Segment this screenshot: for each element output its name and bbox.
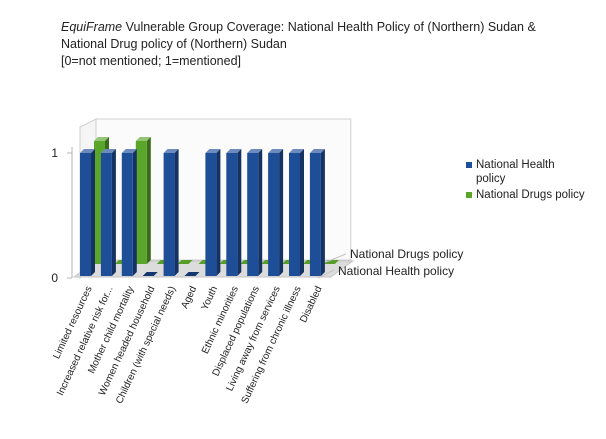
bar-drugs-0-top <box>94 137 109 141</box>
bar-health-11-side <box>320 149 325 276</box>
bar-health-6 <box>205 153 217 276</box>
legend: National Health policy National Drugs po… <box>466 158 586 204</box>
depth-label-health: National Health policy <box>338 264 454 278</box>
title-line3: [0=not mentioned; 1=mentioned] <box>61 54 241 68</box>
bar-health-2-top <box>121 149 137 153</box>
bar-health-7-side <box>237 149 242 276</box>
bar-health-1-side <box>111 149 116 276</box>
legend-item-health: National Health policy <box>466 158 586 186</box>
depth-tick-drugs <box>325 253 347 263</box>
bar-health-9-side <box>279 149 284 276</box>
x-tick-label-6: Youth <box>199 285 220 313</box>
bar-health-8 <box>247 153 259 276</box>
bar-health-9 <box>268 153 280 276</box>
bar-health-7-top <box>226 149 242 153</box>
y-tick-label-1: 1 <box>51 146 58 160</box>
legend-item-drugs: National Drugs policy <box>466 188 586 202</box>
bar-health-10-top <box>289 149 304 153</box>
bar-drugs-4 <box>177 260 193 264</box>
bar-health-1-top <box>100 149 116 153</box>
legend-swatch-drugs <box>466 192 472 198</box>
bar-drugs-2-side <box>146 137 151 264</box>
title-line1: Vulnerable Group Coverage: National Heal… <box>122 20 536 34</box>
bar-health-11-top <box>309 149 325 153</box>
bar-health-4 <box>163 153 175 276</box>
title-line2: National Drug policy of (Northern) Sudan <box>61 37 287 51</box>
bar-health-6-top <box>205 149 221 153</box>
bar-health-2 <box>121 153 133 276</box>
bar-health-8-side <box>258 149 263 276</box>
bar-health-8-top <box>247 149 263 153</box>
x-tick-label-5: Aged <box>179 285 199 311</box>
bar-health-7 <box>226 153 238 276</box>
legend-swatch-health <box>466 162 472 168</box>
y-tick-label-0: 0 <box>51 271 58 285</box>
bar-health-10-side <box>300 149 304 276</box>
bar-health-10 <box>289 153 300 276</box>
bar-drugs-2-top <box>135 137 151 141</box>
bar-drugs-0 <box>94 141 105 264</box>
bar-health-1 <box>100 153 112 276</box>
bar-health-3 <box>142 272 158 276</box>
legend-label-drugs: National Drugs policy <box>476 189 585 201</box>
bar-health-0-top <box>80 149 95 153</box>
bar-health-2-side <box>132 149 137 276</box>
depth-tick-health <box>317 269 335 279</box>
bar-health-0-side <box>91 149 95 276</box>
legend-label-health: National Health policy <box>476 159 555 185</box>
bar-health-0 <box>80 153 91 276</box>
bar-health-9-top <box>268 149 284 153</box>
bar-health-4-top <box>163 149 179 153</box>
depth-label-drugs: National Drugs policy <box>350 247 463 261</box>
bar-health-5 <box>184 272 200 276</box>
bar-health-6-side <box>216 149 221 276</box>
bar-health-11 <box>309 153 321 276</box>
bar-health-4-side <box>174 149 179 276</box>
title-italic: EquiFrame <box>61 20 123 34</box>
bar-drugs-2 <box>135 141 147 264</box>
chart-title: EquiFrame Vulnerable Group Coverage: Nat… <box>61 19 601 70</box>
